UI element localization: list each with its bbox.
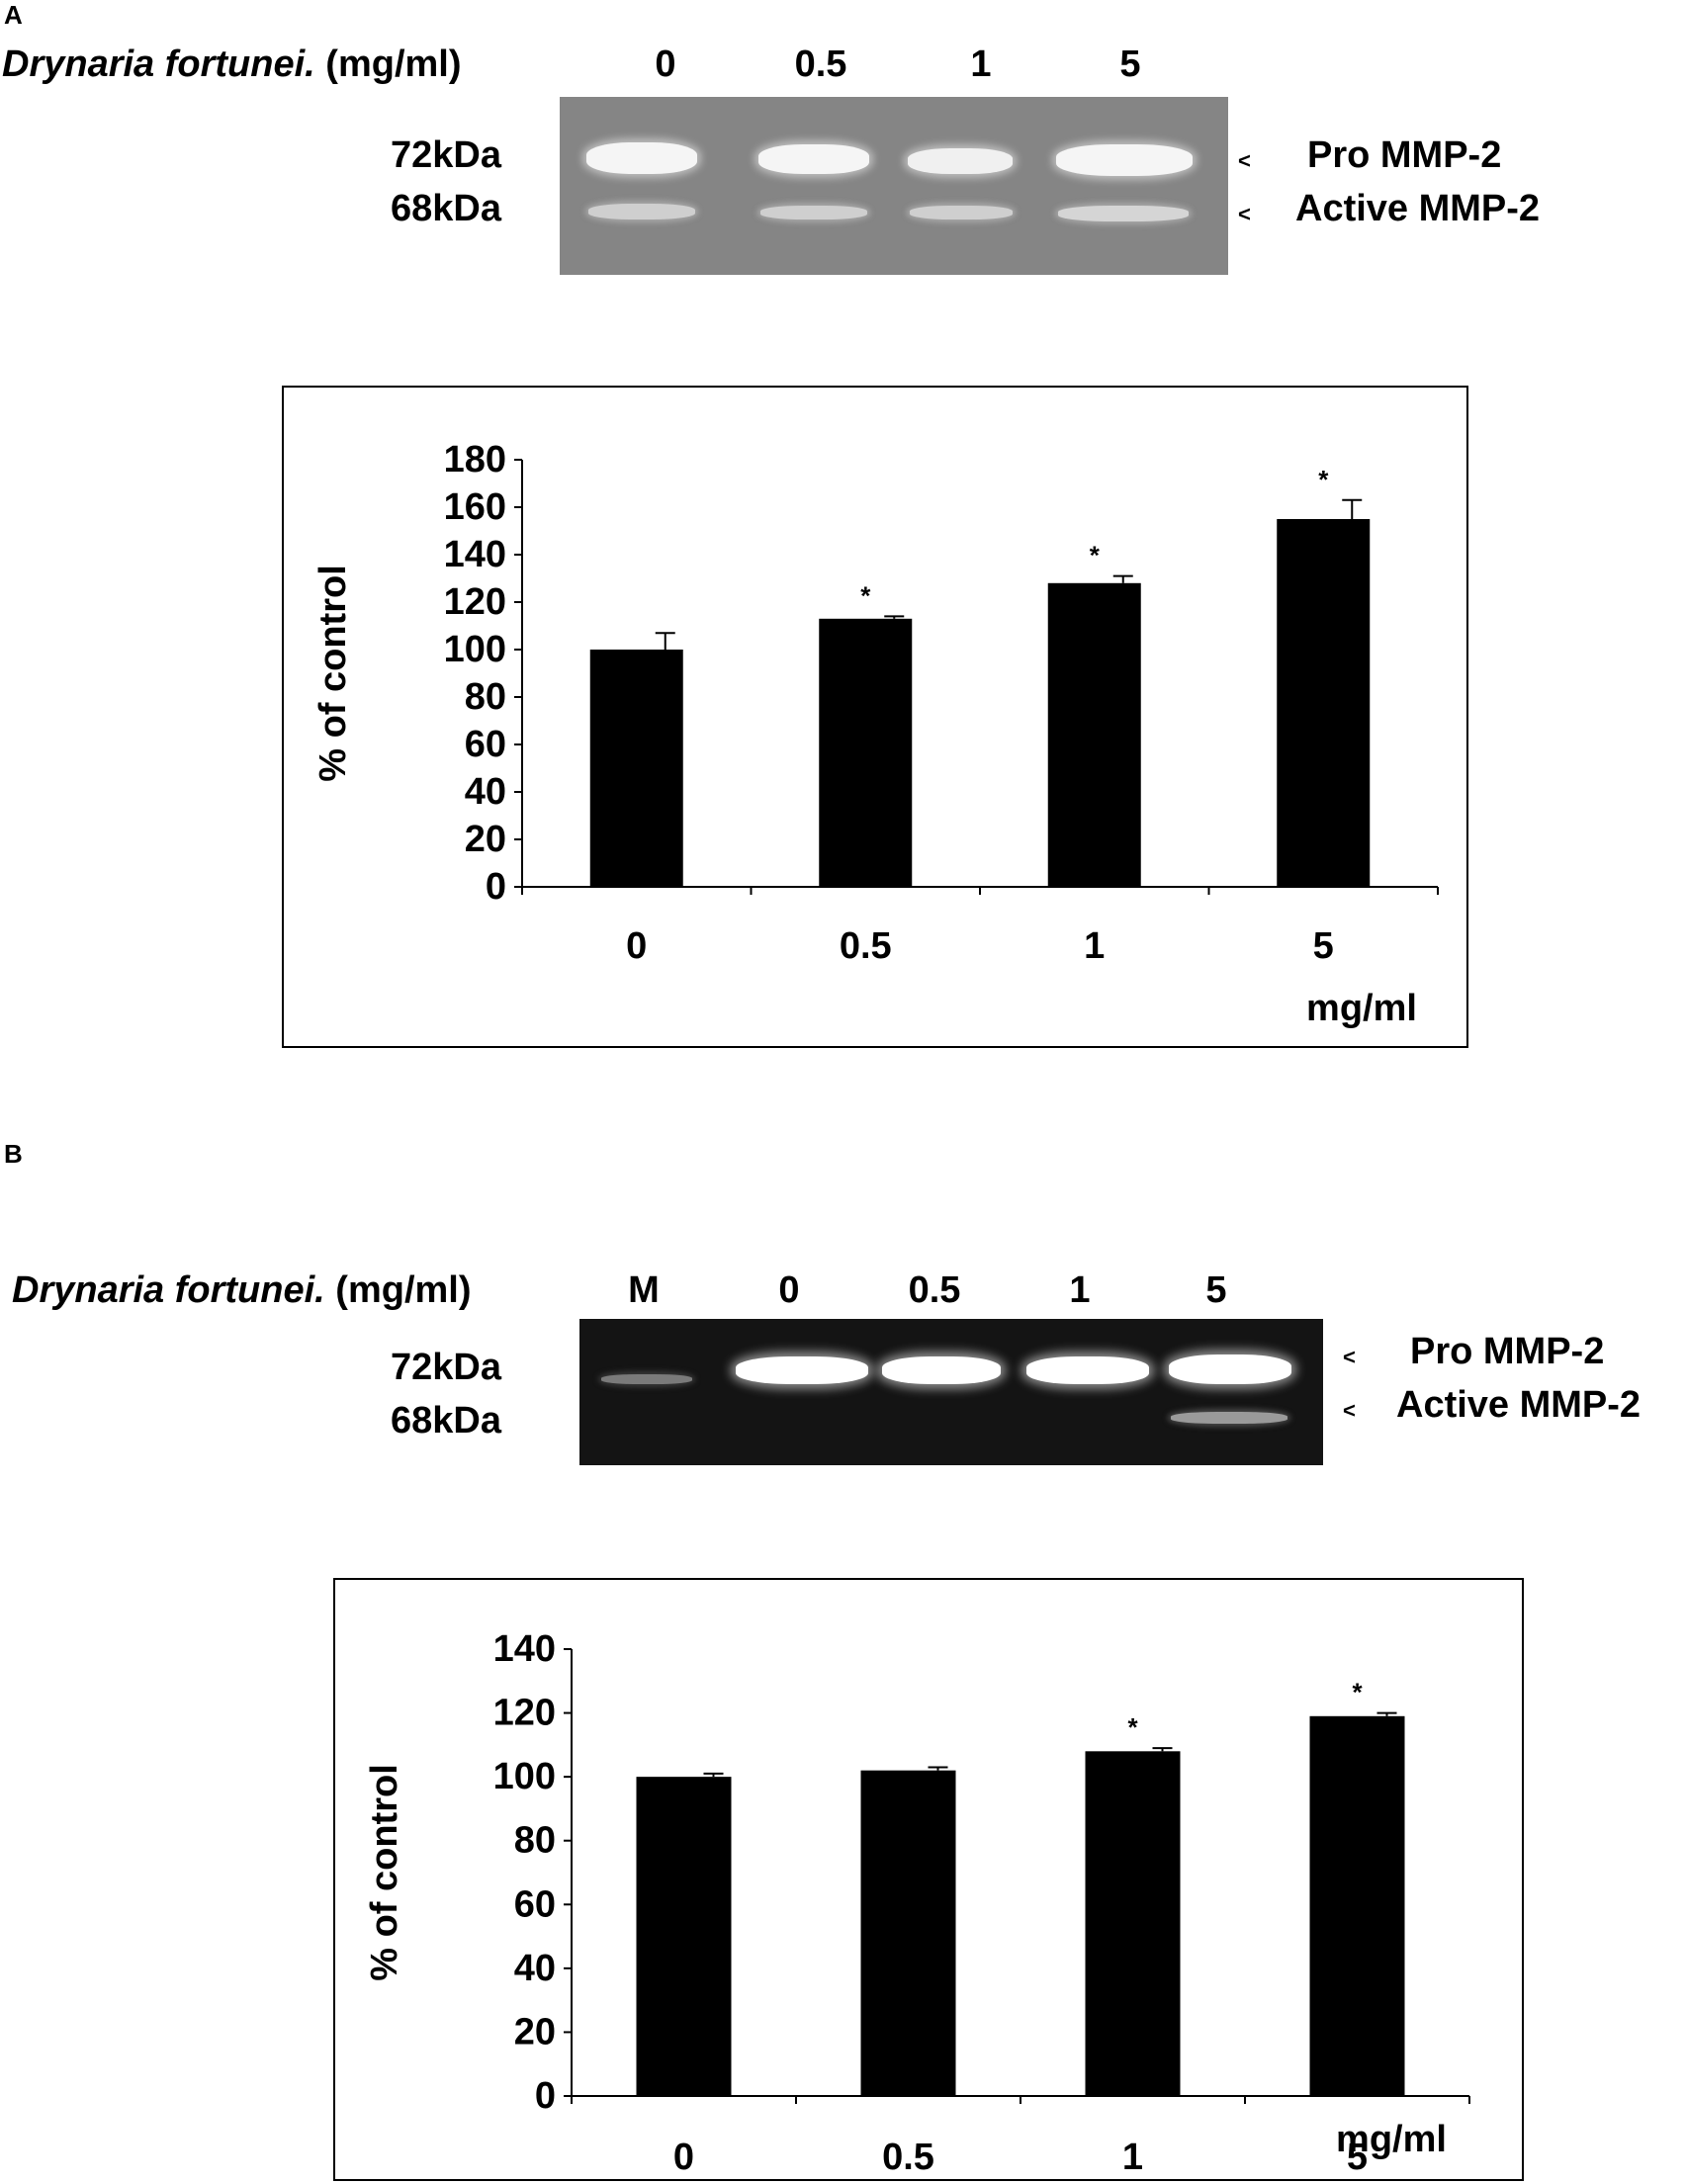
- y-axis-label: % of control: [364, 1764, 405, 1981]
- gel-band-active: [1171, 1412, 1287, 1424]
- panel-a-chart-frame: 0 20 40 60 80 100 120 140 160 180 0 * 0.5 * 1 * 5 mg/ml % …: [282, 386, 1468, 1048]
- y-tick-label: 120: [493, 1693, 556, 1734]
- panel-b-lane-label: 1: [1069, 1269, 1091, 1311]
- bar: [819, 618, 913, 887]
- x-axis-label: mg/ml: [1306, 988, 1417, 1029]
- bar: [1047, 582, 1141, 887]
- panel-b-chart-frame: 0 20 40 60 80 100 120 140 0 0.5 * 1 * 5 mg/ml % of cont…: [333, 1578, 1524, 2181]
- y-tick-label: 40: [465, 771, 506, 813]
- arrow-marker: <: [1238, 148, 1251, 173]
- bar: [1277, 519, 1371, 887]
- panel-b-letter: B: [4, 1139, 23, 1169]
- y-tick-label: 20: [465, 819, 506, 860]
- y-tick-label: 120: [444, 581, 506, 623]
- gel-band-active: [760, 206, 867, 219]
- panel-b-species: Drynaria fortunei.: [12, 1269, 325, 1311]
- gel-band-pro: [1169, 1354, 1291, 1384]
- significance-marker: *: [1127, 1712, 1138, 1742]
- y-tick-label: 80: [465, 676, 506, 718]
- x-category-label: 1: [1122, 2137, 1143, 2178]
- y-tick-label: 40: [514, 1948, 556, 1989]
- panel-b-lane-label: M: [628, 1269, 660, 1311]
- significance-marker: *: [1318, 465, 1329, 494]
- x-category-label: 5: [1347, 2137, 1368, 2178]
- bar: [589, 650, 683, 887]
- panel-b-band-pro: Pro MMP-2: [1410, 1331, 1605, 1372]
- panel-b-band-active: Active MMP-2: [1396, 1384, 1642, 1426]
- panel-a-lane-label: 5: [1119, 44, 1141, 85]
- y-tick-label: 0: [535, 2075, 556, 2117]
- panel-a-species: Drynaria fortunei.: [2, 44, 315, 85]
- panel-a-unit: (mg/ml): [325, 44, 462, 85]
- bar: [1309, 1715, 1405, 2096]
- panel-b-unit: (mg/ml): [335, 1269, 472, 1311]
- y-tick-label: 140: [493, 1628, 556, 1670]
- y-tick-label: 60: [465, 724, 506, 765]
- gel-band-pro: [908, 148, 1013, 174]
- arrow-marker: <: [1343, 1345, 1356, 1369]
- bar: [636, 1777, 732, 2096]
- panel-b-lane-label: 0.5: [908, 1269, 961, 1311]
- arrow-marker: <: [1238, 202, 1251, 226]
- gel-band-pro: [1026, 1356, 1149, 1384]
- y-tick-label: 140: [444, 534, 506, 575]
- x-category-label: 1: [1084, 925, 1105, 967]
- panel-b-kda-68: 68kDa: [391, 1400, 501, 1441]
- panel-b-bar-chart: 0 20 40 60 80 100 120 140 0 0.5 * 1 * 5mg/ml % of cont…: [364, 1628, 1470, 2178]
- x-category-label: 5: [1313, 925, 1334, 967]
- gel-band-pro: [736, 1356, 868, 1384]
- significance-marker: *: [1090, 541, 1101, 570]
- y-tick-label: 180: [444, 439, 506, 480]
- x-category-label: 0: [626, 925, 647, 967]
- y-tick-label: 20: [514, 2011, 556, 2053]
- x-category-label: 0.5: [840, 925, 892, 967]
- y-tick-label: 100: [444, 629, 506, 670]
- panel-b-lane-label: 0: [778, 1269, 800, 1311]
- panel-a-lane-label: 1: [970, 44, 992, 85]
- panel-b-gel-image: [579, 1319, 1323, 1465]
- bar: [860, 1770, 956, 2096]
- panel-a-lane-label: 0.5: [794, 44, 847, 85]
- x-category-label: 0.5: [882, 2137, 934, 2178]
- x-category-label: 0: [673, 2137, 694, 2178]
- gel-band-active: [1058, 206, 1189, 221]
- panel-a-lane-label: 0: [655, 44, 676, 85]
- gel-band-pro: [882, 1356, 1001, 1384]
- arrow-marker: <: [1343, 1398, 1356, 1423]
- panel-a-gel-image: [560, 97, 1228, 275]
- panel-a-band-active: Active MMP-2: [1295, 188, 1541, 229]
- panel-b-lane-label: 5: [1205, 1269, 1227, 1311]
- y-tick-label: 60: [514, 1883, 556, 1925]
- bar: [1085, 1751, 1181, 2096]
- gel-band-marker: [601, 1374, 692, 1384]
- gel-band-pro: [1056, 144, 1193, 176]
- y-axis-label: % of control: [312, 565, 354, 782]
- gel-band-active: [588, 204, 695, 219]
- panel-a-gel-header: Drynaria fortunei. (mg/ml): [2, 44, 462, 86]
- gel-band-pro: [758, 144, 869, 174]
- panel-a-letter: A: [4, 0, 23, 30]
- panel-b-kda-72: 72kDa: [391, 1347, 501, 1388]
- panel-a-bar-chart: 0 20 40 60 80 100 120 140 160 180 0 * 0.5 * 1 * 5 mg/ml % …: [312, 439, 1439, 1029]
- panel-b-gel-header: Drynaria fortunei. (mg/ml): [12, 1269, 472, 1312]
- significance-marker: *: [860, 580, 871, 610]
- panel-a-kda-68: 68kDa: [391, 188, 501, 229]
- y-tick-label: 100: [493, 1756, 556, 1797]
- x-axis-label: mg/ml: [1336, 2119, 1447, 2160]
- y-tick-label: 80: [514, 1820, 556, 1862]
- gel-band-active: [910, 206, 1013, 219]
- gel-band-pro: [586, 142, 697, 174]
- panel-a-kda-72: 72kDa: [391, 134, 501, 176]
- significance-marker: *: [1352, 1678, 1363, 1707]
- panel-a-band-pro: Pro MMP-2: [1307, 134, 1502, 176]
- y-tick-label: 0: [486, 866, 506, 908]
- y-tick-label: 160: [444, 486, 506, 528]
